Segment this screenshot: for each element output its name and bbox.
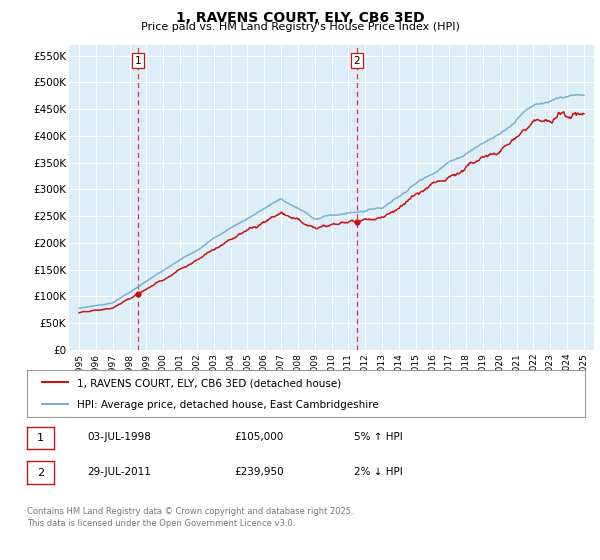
Text: 29-JUL-2011: 29-JUL-2011: [87, 466, 151, 477]
Text: 1, RAVENS COURT, ELY, CB6 3ED (detached house): 1, RAVENS COURT, ELY, CB6 3ED (detached …: [77, 379, 341, 389]
Text: 2: 2: [37, 468, 44, 478]
Text: 2: 2: [353, 56, 360, 66]
Text: Price paid vs. HM Land Registry's House Price Index (HPI): Price paid vs. HM Land Registry's House …: [140, 22, 460, 32]
Text: 2% ↓ HPI: 2% ↓ HPI: [354, 466, 403, 477]
Text: £239,950: £239,950: [234, 466, 284, 477]
Text: 1: 1: [134, 56, 142, 66]
Text: £105,000: £105,000: [234, 432, 283, 442]
Text: 5% ↑ HPI: 5% ↑ HPI: [354, 432, 403, 442]
Text: HPI: Average price, detached house, East Cambridgeshire: HPI: Average price, detached house, East…: [77, 400, 379, 410]
Text: 1, RAVENS COURT, ELY, CB6 3ED: 1, RAVENS COURT, ELY, CB6 3ED: [176, 11, 424, 25]
Text: 03-JUL-1998: 03-JUL-1998: [87, 432, 151, 442]
Text: Contains HM Land Registry data © Crown copyright and database right 2025.
This d: Contains HM Land Registry data © Crown c…: [27, 507, 353, 528]
Point: [352, 217, 362, 226]
Point: [133, 290, 143, 298]
Text: 1: 1: [37, 433, 44, 443]
